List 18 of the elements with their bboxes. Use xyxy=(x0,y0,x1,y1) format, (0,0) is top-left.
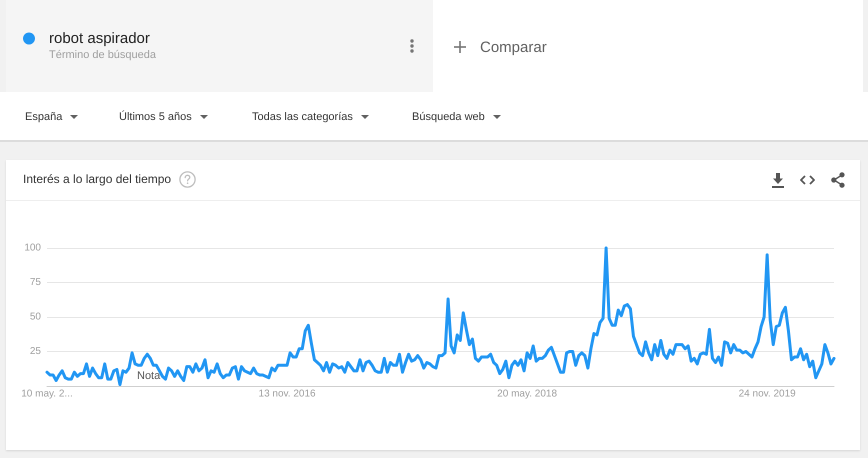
x-tick-label: 13 nov. 2016 xyxy=(258,388,316,400)
annotation: Nota xyxy=(137,370,160,383)
text: España xyxy=(25,111,62,123)
text: Búsqueda web xyxy=(412,111,485,123)
legend-label: robot aspirador xyxy=(49,30,150,47)
text: Comparar xyxy=(480,38,547,56)
y-tick-label: 100 xyxy=(24,242,42,254)
text: Todas las categorías xyxy=(252,111,353,123)
y-tick-label: 75 xyxy=(30,277,42,288)
text: Últimos 5 años xyxy=(119,111,192,123)
y-tick-label: 25 xyxy=(30,346,42,357)
x-tick-label: 24 nov. 2019 xyxy=(738,388,796,400)
line-series xyxy=(46,246,836,386)
x-tick-label: 20 may. 2018 xyxy=(497,388,558,400)
y-tick-label: 50 xyxy=(30,312,42,322)
text: Término de búsqueda xyxy=(49,48,156,62)
x-tick-label: 10 may. 2... xyxy=(21,388,73,400)
chart-title: Interés a lo largo del tiempo xyxy=(23,172,172,186)
